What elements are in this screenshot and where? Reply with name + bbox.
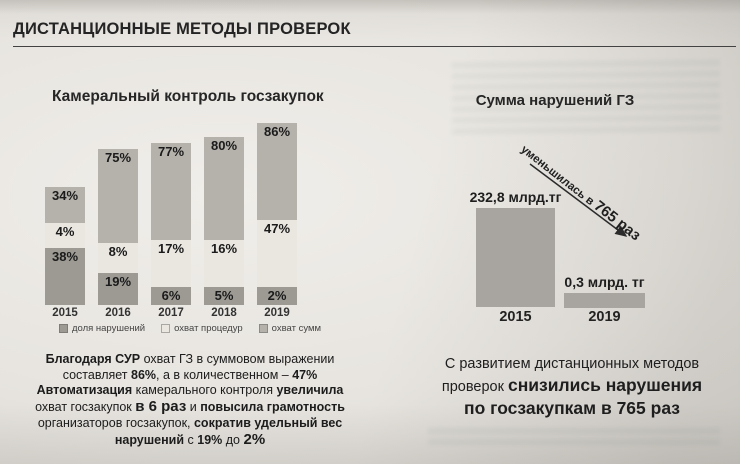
x-axis-label-2018: 2018 [211, 307, 237, 319]
note-text: Автоматизация [36, 383, 133, 398]
left-note: Благодаря СУР охват ГЗ в суммовом выраже… [6, 352, 374, 448]
left-chart-title: Камеральный контроль госзакупок [52, 88, 324, 105]
stacked-bar-2017: 77% 17% 6% [151, 143, 191, 305]
note-text: , а в количественном – [156, 367, 293, 382]
segment-value-label: 17% [157, 241, 185, 256]
right-chart-title: Сумма нарушений ГЗ [475, 92, 635, 109]
note-text: Благодаря СУР [45, 352, 144, 366]
note-text: организаторов госзакупок, [37, 415, 194, 430]
bleedthrough-artifact [428, 424, 720, 450]
segment-procedures-coverage: 8% [98, 243, 138, 273]
note-text: увеличила [276, 383, 344, 398]
segment-value-label: 86% [263, 124, 291, 139]
x-axis-label-2016: 2016 [105, 307, 131, 319]
legend-item-procedures-coverage: охват процедур [161, 323, 243, 334]
segment-sums-coverage: 86% [257, 123, 297, 220]
x-axis-label-2015: 2015 [499, 309, 532, 325]
legend-item-sums-coverage: охват сумм [258, 323, 322, 334]
segment-sums-coverage: 34% [45, 187, 85, 223]
segment-share-of-violations: 2% [257, 287, 297, 305]
chart-legend: доля нарушений охват процедур охват сумм [30, 323, 350, 334]
stacked-bar-2018: 80% 16% 5% [204, 137, 244, 305]
segment-sums-coverage: 75% [98, 149, 138, 243]
note-text: 47% [292, 367, 318, 382]
legend-swatch-icon [58, 324, 68, 333]
legend-label: охват сумм [271, 323, 322, 334]
x-axis-label-2017: 2017 [158, 307, 184, 319]
note-text: сократив удельный вес [193, 415, 343, 430]
legend-swatch-icon [258, 324, 268, 333]
segment-share-of-violations: 19% [98, 273, 138, 305]
segment-value-label: 38% [51, 249, 79, 264]
segment-value-label: 8% [108, 244, 128, 259]
note-line: нарушений с 19% до 2% [6, 430, 374, 449]
legend-item-share-of-violations: доля нарушений [58, 323, 146, 334]
note-text: нарушений [114, 432, 185, 447]
right-note: С развитием дистанционных методов проверо… [404, 353, 740, 420]
segment-value-label: 6% [161, 288, 181, 303]
sum-bar-2019 [564, 293, 645, 308]
note-text: 19% [197, 432, 223, 447]
segment-sums-coverage: 77% [151, 143, 191, 240]
segment-value-label: 4% [55, 224, 75, 239]
note-line: охват госзакупок в 6 раз и повысила грам… [6, 399, 374, 416]
note-line: Автоматизация камерального контроля увел… [6, 383, 374, 399]
sum-bar-2015 [476, 208, 555, 307]
legend-label: доля нарушений [71, 323, 146, 334]
note-text: охват госзакупок [35, 400, 136, 415]
sum-bar-value-label: 232,8 млрд.тг [469, 189, 562, 205]
segment-value-label: 5% [214, 288, 234, 303]
title-divider [13, 46, 736, 47]
note-text: повысила грамотность [200, 400, 345, 415]
segment-value-label: 2% [267, 288, 287, 303]
note-text: охват ГЗ в суммовом выражении [143, 352, 335, 366]
note-line: по госзакупкам в 765 раз [404, 398, 740, 420]
note-line: Благодаря СУР охват ГЗ в суммовом выраже… [6, 352, 374, 368]
note-line: составляет 86%, а в количественном – 47% [6, 368, 374, 384]
segment-procedures-coverage: 4% [45, 223, 85, 248]
stacked-bar-2015: 34% 4% 38% [45, 187, 85, 305]
page-title: ДИСТАНЦИОННЫЕ МЕТОДЫ ПРОВЕРОК [13, 20, 351, 38]
note-text: в 6 раз [135, 398, 187, 416]
segment-share-of-violations: 38% [45, 248, 85, 305]
note-line: организаторов госзакупок, сократив удель… [6, 416, 374, 432]
note-text: 86% [131, 367, 157, 382]
note-line: С развитием дистанционных методов [404, 353, 740, 375]
x-axis-label-2015: 2015 [52, 307, 78, 319]
sum-bar-value-label: 0,3 млрд. тг [564, 274, 645, 290]
x-axis-label-2019: 2019 [588, 309, 621, 325]
segment-procedures-coverage: 47% [257, 220, 297, 287]
note-text: составляет [62, 367, 131, 382]
stacked-bar-2016: 75% 8% 19% [98, 149, 138, 305]
legend-swatch-icon [161, 324, 171, 333]
segment-value-label: 75% [104, 150, 132, 165]
note-line: проверок снизились нарушения [404, 375, 740, 398]
x-axis-label-2019: 2019 [264, 307, 290, 319]
note-text: снизились нарушения [507, 375, 703, 395]
segment-value-label: 80% [210, 138, 238, 153]
segment-procedures-coverage: 17% [151, 240, 191, 287]
legend-label: охват процедур [174, 323, 243, 334]
note-text: камерального контроля [132, 383, 277, 398]
stacked-bar-2019: 86% 47% 2% [257, 123, 297, 305]
segment-value-label: 47% [263, 221, 291, 236]
segment-value-label: 77% [157, 144, 185, 159]
segment-value-label: 16% [210, 241, 238, 256]
segment-value-label: 34% [51, 188, 79, 203]
note-text: и [186, 400, 201, 415]
segment-sums-coverage: 80% [204, 137, 244, 240]
note-text: с [184, 432, 198, 447]
segment-procedures-coverage: 16% [204, 240, 244, 287]
segment-value-label: 19% [104, 274, 132, 289]
note-text: до [222, 432, 244, 447]
note-text: проверок [441, 379, 508, 395]
note-text: по госзакупкам в 765 раз [464, 398, 680, 418]
note-text: С развитием дистанционных методов [444, 356, 700, 372]
segment-share-of-violations: 6% [151, 287, 191, 305]
segment-share-of-violations: 5% [204, 287, 244, 305]
note-text: 2% [243, 430, 266, 448]
